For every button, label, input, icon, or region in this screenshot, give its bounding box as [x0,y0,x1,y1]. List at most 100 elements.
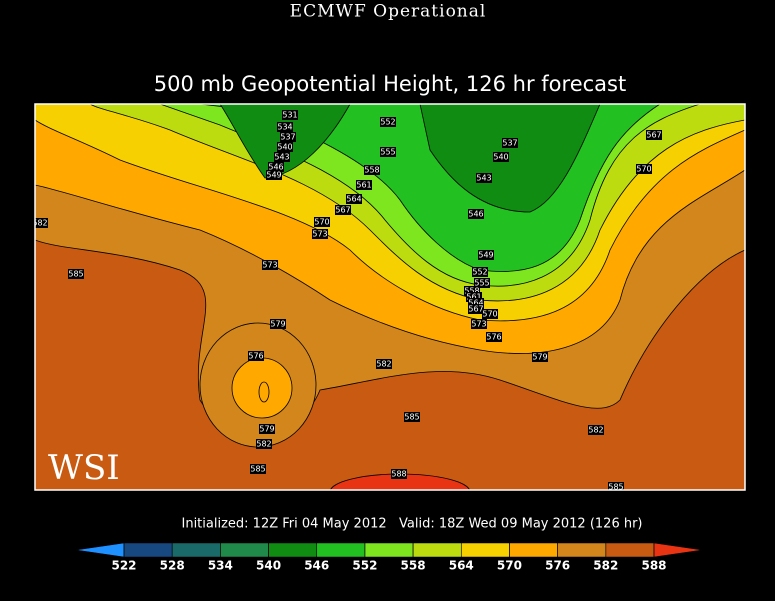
contour-label: 570 [482,310,497,319]
contour-label: 552 [380,118,395,127]
contour-label: 579 [259,425,274,434]
colorbar-label: 528 [160,559,185,573]
label-box [468,209,484,219]
colorbar-label: 576 [545,559,570,573]
label-box [468,298,484,308]
label-box [532,352,548,362]
contour-label: 567 [646,131,661,140]
label-box [35,218,48,228]
label-box [466,292,482,302]
contour-label: 543 [274,153,289,162]
label-box [502,138,518,148]
label-box [266,170,282,180]
colorbar-label: 582 [593,559,618,573]
contour-label: 588 [391,470,406,479]
label-box [262,260,278,270]
contour-label: 570 [636,165,651,174]
contour-label: 543 [476,174,491,183]
contour-label: 579 [270,320,285,329]
colorbar-swatch [412,542,462,558]
label-box [268,162,284,172]
label-box [468,304,484,314]
contour-label: 585 [608,483,623,492]
label-box [608,482,624,490]
label-box [376,359,392,369]
contour-label: 585 [404,413,419,422]
contour-label: 537 [280,133,295,142]
contour-label: 555 [380,148,395,157]
contour-label: 558 [464,287,479,296]
label-box [636,164,652,174]
label-box [335,205,351,215]
contour-label: 555 [474,279,489,288]
label-box [478,250,494,260]
colorbar-label: 546 [304,559,329,573]
colorbar-label: 564 [449,559,474,573]
label-box [474,278,490,288]
contour-label: 537 [502,139,517,148]
label-box [280,132,296,142]
contour-label: 576 [486,333,501,342]
label-box [277,122,293,132]
model-name: ECMWF Operational [290,2,487,22]
contour-label: 564 [468,299,483,308]
label-box [282,110,298,120]
colorbar-swatch [268,542,317,558]
contour-label: 573 [262,261,277,270]
contour-label: 582 [376,360,391,369]
fill-543-east [419,104,601,213]
logo: WSI [48,448,120,488]
colorbar-swatch [220,542,269,558]
contour-label: 579 [532,353,547,362]
label-box [274,152,290,162]
label-box [259,424,275,434]
contour-labels: 5315345375405435465495525555585615645675… [32,110,662,492]
colorbar-swatch [171,542,221,558]
label-box [380,117,396,127]
colorbar-swatch [509,542,558,558]
contour-label: 546 [268,163,283,172]
contour-label: 552 [472,268,487,277]
colorbar: 522 528 534 540 546 552 558 564 570 576 582 588 [75,542,703,573]
label-box [646,130,662,140]
colorbar-swatch [557,542,607,558]
label-box [464,286,480,296]
colorbar-swatch [123,542,173,558]
contour-label: 567 [468,305,483,314]
label-box [250,464,266,474]
label-box [471,319,487,329]
label-box [314,217,330,227]
label-box [380,147,396,157]
contour-label: 549 [478,251,493,260]
label-box [493,152,509,162]
contour-label: 582 [588,426,603,435]
contour-label: 576 [248,352,263,361]
fill-low-inner [231,357,293,419]
label-box [277,142,293,152]
label-box [364,165,380,175]
contour-label: 573 [312,230,327,239]
label-box [68,269,84,279]
contour-label: 561 [466,293,481,302]
label-box [270,319,286,329]
label-box [404,412,420,422]
contour-label: 573 [471,320,486,329]
map-frame [34,103,746,491]
label-box [482,309,498,319]
contour-label: 582 [32,219,47,228]
contour-label: 570 [314,218,329,227]
contour-label: 582 [256,440,271,449]
contour-label: 561 [356,181,371,190]
label-box [476,173,492,183]
contour-label: 564 [346,195,361,204]
colorbar-swatch [364,542,414,558]
label-box [472,267,488,277]
contour-label: 540 [493,153,508,162]
colorbar-label: 570 [497,559,522,573]
colorbar-label: 540 [256,559,281,573]
contour-label: 534 [277,123,292,132]
map-title: 500 mb Geopotential Height, 126 hr forec… [154,72,626,96]
colorbar-swatch [316,542,366,558]
map: 5315345375405435465495525555585615645675… [32,104,745,492]
